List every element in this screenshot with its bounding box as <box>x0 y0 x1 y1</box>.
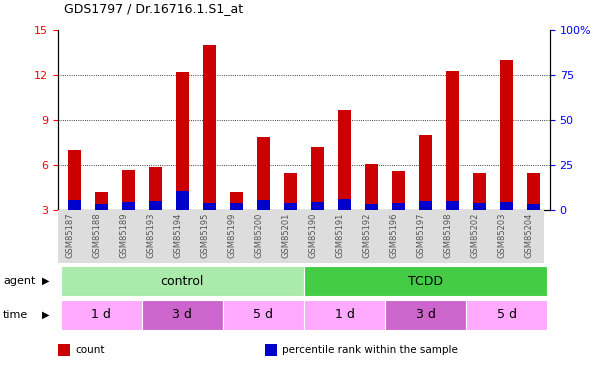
Text: 5 d: 5 d <box>254 309 274 321</box>
Text: GSM85203: GSM85203 <box>498 213 507 258</box>
Bar <box>175 72 189 210</box>
Bar <box>338 199 351 210</box>
Text: GSM85188: GSM85188 <box>92 213 101 258</box>
Text: TCDD: TCDD <box>408 275 443 288</box>
Text: agent: agent <box>3 276 35 286</box>
Bar <box>148 201 162 210</box>
Bar <box>142 300 223 330</box>
Bar <box>223 300 304 330</box>
Text: 1 d: 1 d <box>335 309 354 321</box>
Text: ▶: ▶ <box>42 310 49 320</box>
Text: GDS1797 / Dr.16716.1.S1_at: GDS1797 / Dr.16716.1.S1_at <box>64 2 243 15</box>
Text: GSM85194: GSM85194 <box>174 213 182 258</box>
Text: GSM85197: GSM85197 <box>417 213 426 258</box>
Bar <box>67 200 81 210</box>
Text: GSM85204: GSM85204 <box>525 213 533 258</box>
Bar <box>304 266 547 296</box>
Bar <box>265 344 277 356</box>
Text: GSM85201: GSM85201 <box>282 213 290 258</box>
Text: 3 d: 3 d <box>172 309 192 321</box>
Bar <box>473 172 486 210</box>
Text: count: count <box>75 345 104 355</box>
Bar <box>500 60 513 210</box>
Bar <box>67 150 81 210</box>
Bar <box>338 110 351 210</box>
Bar <box>203 45 216 210</box>
Bar <box>365 164 378 210</box>
Bar <box>284 203 297 210</box>
Text: 1 d: 1 d <box>92 309 111 321</box>
Bar <box>392 203 405 210</box>
Text: GSM85189: GSM85189 <box>119 213 128 258</box>
Text: 5 d: 5 d <box>497 309 517 321</box>
Bar <box>230 203 243 210</box>
Bar <box>284 172 297 210</box>
Bar <box>95 204 108 210</box>
Text: GSM85196: GSM85196 <box>390 213 398 258</box>
Bar <box>385 300 466 330</box>
Bar <box>58 344 70 356</box>
Bar <box>304 300 385 330</box>
Text: GSM85198: GSM85198 <box>444 213 453 258</box>
Bar <box>446 201 459 210</box>
Bar <box>365 204 378 210</box>
Text: GSM85187: GSM85187 <box>65 213 75 258</box>
Bar <box>446 70 459 210</box>
Text: GSM85192: GSM85192 <box>362 213 371 258</box>
Bar <box>500 202 513 210</box>
Bar <box>148 166 162 210</box>
Text: control: control <box>161 275 204 288</box>
Bar <box>419 135 433 210</box>
Bar <box>60 300 142 330</box>
Bar <box>527 172 541 210</box>
Bar <box>466 300 547 330</box>
Bar <box>60 266 304 296</box>
Bar <box>473 203 486 210</box>
Bar <box>95 192 108 210</box>
Text: GSM85202: GSM85202 <box>470 213 480 258</box>
Bar <box>122 170 135 210</box>
Text: time: time <box>3 310 28 320</box>
Bar <box>527 204 541 210</box>
Text: GSM85195: GSM85195 <box>200 213 210 258</box>
Bar <box>122 202 135 210</box>
Bar <box>392 171 405 210</box>
Text: GSM85200: GSM85200 <box>254 213 263 258</box>
Bar <box>203 203 216 210</box>
Text: GSM85191: GSM85191 <box>335 213 345 258</box>
Text: 3 d: 3 d <box>415 309 436 321</box>
Text: percentile rank within the sample: percentile rank within the sample <box>282 345 458 355</box>
Text: GSM85190: GSM85190 <box>309 213 318 258</box>
Bar <box>230 192 243 210</box>
Bar <box>175 191 189 210</box>
Bar <box>311 202 324 210</box>
Bar <box>257 136 270 210</box>
Text: ▶: ▶ <box>42 276 49 286</box>
Bar <box>419 201 433 210</box>
Bar <box>311 147 324 210</box>
Bar <box>257 200 270 210</box>
Text: GSM85193: GSM85193 <box>147 213 155 258</box>
Text: GSM85199: GSM85199 <box>227 213 236 258</box>
